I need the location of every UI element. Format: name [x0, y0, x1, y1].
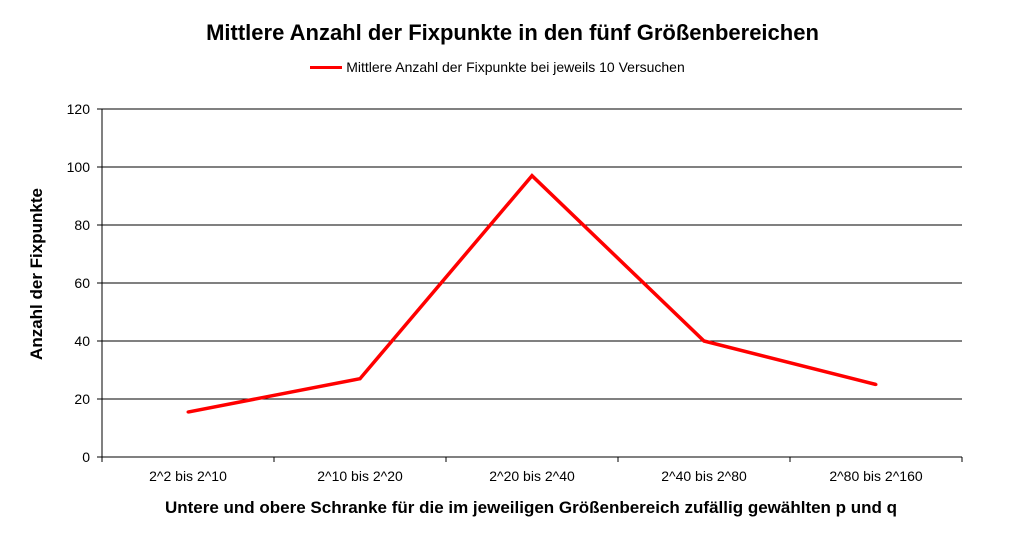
legend-line-swatch — [310, 65, 343, 69]
data-point — [702, 339, 706, 343]
x-tick-label: 2^10 bis 2^20 — [317, 468, 403, 484]
y-tick-label: 40 — [74, 333, 90, 349]
data-point — [358, 377, 362, 381]
x-tick-label: 2^80 bis 2^160 — [829, 468, 923, 484]
legend: Mittlere Anzahl der Fixpunkte bei jeweil… — [0, 59, 1025, 75]
chart-title: Mittlere Anzahl der Fixpunkte in den fün… — [206, 20, 819, 45]
data-point — [186, 410, 190, 414]
data-point — [530, 174, 534, 178]
y-tick-label: 80 — [74, 217, 90, 233]
x-tick-label: 2^20 bis 2^40 — [489, 468, 575, 484]
y-tick-label: 20 — [74, 391, 90, 407]
legend-series-label: Mittlere Anzahl der Fixpunkte bei jeweil… — [346, 59, 685, 75]
x-axis-title: Untere und obere Schranke für die im jew… — [164, 498, 898, 517]
data-point — [874, 383, 878, 386]
series-line — [187, 173, 877, 414]
x-tick-label: 2^2 bis 2^10 — [149, 468, 227, 484]
x-tick-label: 2^40 bis 2^80 — [661, 468, 747, 484]
y-tick-label: 60 — [74, 275, 90, 291]
y-tick-label: 100 — [67, 159, 91, 175]
y-tick-label: 120 — [67, 101, 91, 117]
y-tick-label: 0 — [82, 449, 90, 465]
